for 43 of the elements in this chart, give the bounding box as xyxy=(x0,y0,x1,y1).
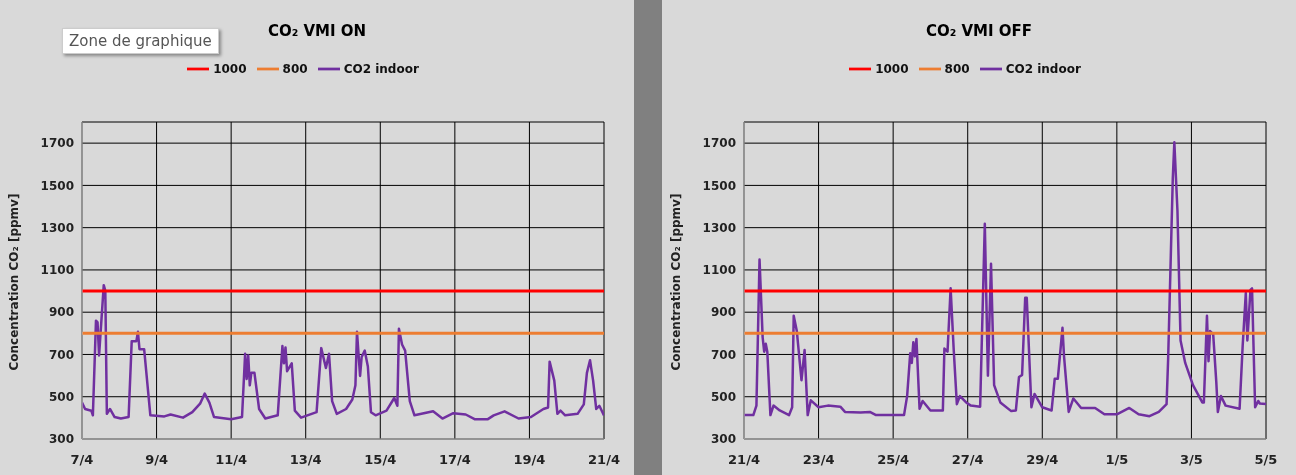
x-tick-label: 13/4 xyxy=(289,452,322,468)
y-tick-label: 1100 xyxy=(702,263,736,278)
chart-title: CO₂ VMI OFF xyxy=(924,22,1034,40)
legend-label: 800 xyxy=(944,61,970,76)
x-tick-label: 9/4 xyxy=(145,452,168,468)
y-tick-label: 1100 xyxy=(40,263,74,278)
x-tick-label: 21/4 xyxy=(588,452,620,468)
legend-label: 1000 xyxy=(875,61,909,76)
y-tick-label: 1700 xyxy=(702,136,736,151)
legend-label: 1000 xyxy=(213,61,247,76)
x-tick-label: 23/4 xyxy=(802,452,835,468)
x-tick-label: 15/4 xyxy=(364,452,397,468)
y-tick-label: 1500 xyxy=(702,178,736,193)
y-axis-title: Concentration CO₂ [ppmv] xyxy=(669,193,684,371)
chart-title: CO₂ VMI ON xyxy=(267,22,367,40)
x-tick-label: 3/5 xyxy=(1180,452,1203,468)
x-tick-label: 5/5 xyxy=(1254,452,1278,468)
legend-label: CO2 indoor xyxy=(343,61,419,76)
y-tick-label: 1700 xyxy=(40,136,74,151)
text: Zone de graphique xyxy=(62,28,219,54)
y-tick-label: 700 xyxy=(48,347,74,362)
y-tick-label: 500 xyxy=(710,389,736,404)
x-tick-label: 7/4 xyxy=(70,452,94,468)
x-tick-label: 19/4 xyxy=(513,452,546,468)
y-tick-label: 900 xyxy=(48,305,74,320)
x-tick-label: 21/4 xyxy=(728,452,760,468)
y-tick-label: 1500 xyxy=(40,178,74,193)
x-tick-label: 25/4 xyxy=(877,452,910,468)
x-tick-label: 11/4 xyxy=(215,452,248,468)
y-tick-label: 900 xyxy=(710,305,736,320)
x-tick-label: 1/5 xyxy=(1105,452,1129,468)
legend-label: 800 xyxy=(282,61,308,76)
x-tick-label: 29/4 xyxy=(1026,452,1059,468)
x-tick-label: 17/4 xyxy=(438,452,471,468)
y-tick-label: 300 xyxy=(710,432,736,447)
y-tick-label: 1300 xyxy=(702,220,736,235)
legend-label: CO2 indoor xyxy=(1005,61,1081,76)
y-axis-title: Concentration CO₂ [ppmv] xyxy=(7,193,22,371)
x-tick-label: 27/4 xyxy=(951,452,984,468)
y-tick-label: 300 xyxy=(48,432,74,447)
y-tick-label: 1300 xyxy=(40,220,74,235)
y-tick-label: 500 xyxy=(48,389,74,404)
y-tick-label: 700 xyxy=(710,347,736,362)
